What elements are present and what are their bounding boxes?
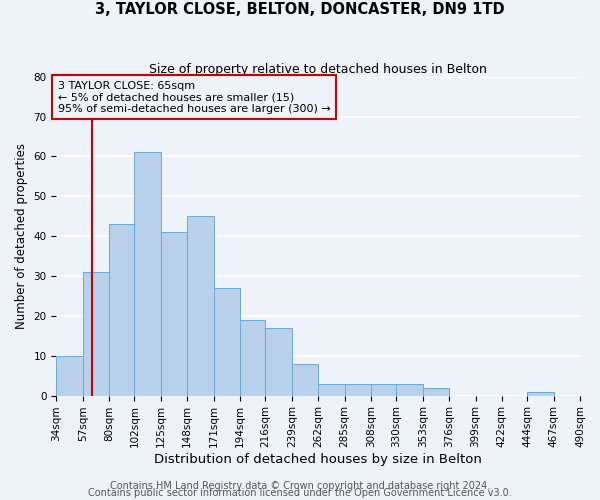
Bar [344, 384, 371, 396]
Bar [134, 152, 161, 396]
Bar [527, 392, 554, 396]
Title: Size of property relative to detached houses in Belton: Size of property relative to detached ho… [149, 62, 487, 76]
Text: 3, TAYLOR CLOSE, BELTON, DONCASTER, DN9 1TD: 3, TAYLOR CLOSE, BELTON, DONCASTER, DN9 … [95, 2, 505, 18]
Bar [83, 272, 109, 396]
Y-axis label: Number of detached properties: Number of detached properties [15, 143, 28, 329]
Bar [292, 364, 318, 396]
Text: 3 TAYLOR CLOSE: 65sqm
← 5% of detached houses are smaller (15)
95% of semi-detac: 3 TAYLOR CLOSE: 65sqm ← 5% of detached h… [58, 80, 331, 114]
Bar [187, 216, 214, 396]
Bar [109, 224, 134, 396]
Bar [265, 328, 292, 396]
Bar [161, 232, 187, 396]
X-axis label: Distribution of detached houses by size in Belton: Distribution of detached houses by size … [154, 453, 482, 466]
Bar [240, 320, 265, 396]
Bar [371, 384, 396, 396]
Bar [56, 356, 83, 396]
Text: Contains HM Land Registry data © Crown copyright and database right 2024.: Contains HM Land Registry data © Crown c… [110, 481, 490, 491]
Bar [422, 388, 449, 396]
Bar [318, 384, 344, 396]
Bar [214, 288, 240, 396]
Bar [396, 384, 422, 396]
Text: Contains public sector information licensed under the Open Government Licence v3: Contains public sector information licen… [88, 488, 512, 498]
